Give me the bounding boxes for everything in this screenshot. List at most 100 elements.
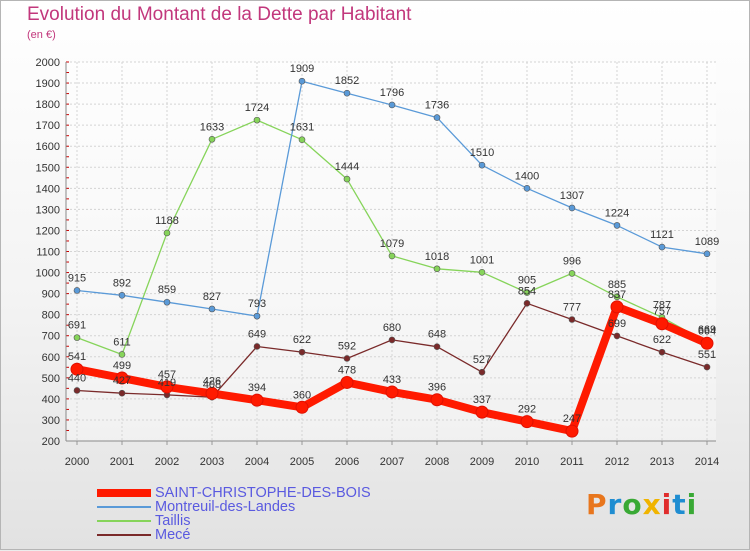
y-tick-label: 400: [42, 394, 60, 406]
data-point: [478, 368, 486, 376]
data-point: [565, 424, 579, 438]
data-label: 1224: [605, 207, 629, 219]
data-point: [160, 380, 174, 394]
x-tick-label: 2006: [335, 456, 359, 468]
y-tick-label: 1900: [36, 78, 60, 90]
legend-swatch: [97, 534, 151, 536]
data-point: [613, 293, 621, 301]
data-label: 892: [113, 277, 131, 289]
data-label: 680: [383, 322, 401, 334]
y-tick-label: 800: [42, 310, 60, 322]
data-point: [73, 387, 81, 394]
data-label: 787: [653, 299, 671, 311]
data-label: 1444: [335, 161, 359, 173]
data-point: [703, 363, 711, 371]
data-point: [115, 371, 129, 385]
x-tick-label: 2000: [65, 456, 89, 468]
logo-letter: r: [607, 488, 623, 521]
y-tick-label: 1100: [36, 247, 60, 259]
data-point: [205, 386, 219, 400]
y-tick-label: 300: [42, 415, 60, 427]
data-point: [208, 305, 216, 313]
data-label: 699: [608, 318, 626, 330]
legend-swatch: [97, 506, 151, 508]
legend-item: Montreuil-des-Landes: [97, 499, 295, 515]
x-tick-label: 2003: [200, 456, 224, 468]
data-label: 777: [563, 302, 581, 314]
data-label: 1631: [290, 122, 314, 134]
data-point: [250, 393, 264, 407]
data-label: 592: [338, 340, 356, 352]
x-tick-label: 2010: [515, 456, 539, 468]
data-label: 757: [653, 306, 671, 318]
data-label: 854: [518, 285, 536, 297]
data-label: 649: [248, 328, 266, 340]
data-point: [475, 405, 489, 419]
x-tick-label: 2014: [695, 456, 719, 468]
data-label: 394: [248, 382, 266, 394]
data-point: [655, 317, 669, 331]
y-tick-label: 900: [42, 289, 60, 301]
data-point: [118, 351, 126, 358]
data-label: 664: [698, 325, 716, 337]
data-label: 551: [698, 349, 716, 361]
logo-letter: i: [661, 488, 673, 521]
y-tick-label: 2000: [36, 57, 60, 69]
data-point: [253, 116, 261, 124]
legend-label: SAINT-CHRISTOPHE-DES-BOIS: [155, 485, 371, 501]
data-label: 691: [68, 320, 86, 332]
data-point: [613, 332, 621, 340]
data-label: 1121: [650, 229, 674, 241]
data-point: [433, 265, 441, 273]
y-tick-label: 700: [42, 331, 60, 343]
y-tick-label: 1500: [36, 162, 60, 174]
data-label: 499: [113, 360, 131, 372]
data-label: 827: [203, 291, 221, 303]
y-tick-label: 500: [42, 373, 60, 385]
x-tick-label: 2004: [245, 456, 269, 468]
data-label: 1852: [335, 75, 359, 87]
chart-subtitle: (en €): [27, 29, 56, 41]
data-point: [163, 229, 171, 237]
data-label: 527: [473, 354, 491, 366]
data-label: 478: [338, 364, 356, 376]
data-label: 1633: [200, 121, 224, 133]
data-label: 905: [518, 275, 536, 287]
data-point: [520, 415, 534, 429]
data-label: 1796: [380, 87, 404, 99]
data-point: [700, 336, 714, 350]
data-label: 1736: [425, 100, 449, 112]
data-point: [73, 334, 81, 341]
data-label: 1089: [695, 236, 719, 248]
data-point: [433, 114, 441, 121]
legend-label: Mecé: [155, 527, 191, 543]
data-label: 457: [158, 369, 176, 381]
data-point: [385, 385, 399, 399]
legend-item: SAINT-CHRISTOPHE-DES-BOIS: [97, 485, 371, 501]
data-point: [295, 400, 309, 414]
x-tick-label: 2007: [380, 456, 404, 468]
data-label: 648: [428, 329, 446, 341]
x-tick-label: 2008: [425, 456, 449, 468]
y-tick-label: 600: [42, 352, 60, 364]
data-label: 427: [113, 375, 131, 387]
data-label: 915: [68, 272, 86, 284]
legend-swatch: [97, 520, 151, 522]
data-label: 337: [473, 394, 491, 406]
y-tick-label: 1800: [36, 99, 60, 111]
data-point: [73, 287, 81, 294]
y-tick-label: 1400: [36, 183, 60, 195]
logo-letter: o: [622, 488, 643, 521]
data-label: 1307: [560, 190, 584, 202]
data-point: [298, 348, 306, 356]
y-tick-label: 1300: [36, 204, 60, 216]
data-point: [703, 250, 711, 258]
x-tick-label: 2005: [290, 456, 314, 468]
y-tick-label: 1700: [36, 120, 60, 132]
data-point: [523, 289, 531, 296]
data-label: 885: [608, 279, 626, 291]
data-label: 669: [698, 324, 716, 336]
data-label: 292: [518, 404, 536, 416]
data-label: 419: [158, 377, 176, 389]
